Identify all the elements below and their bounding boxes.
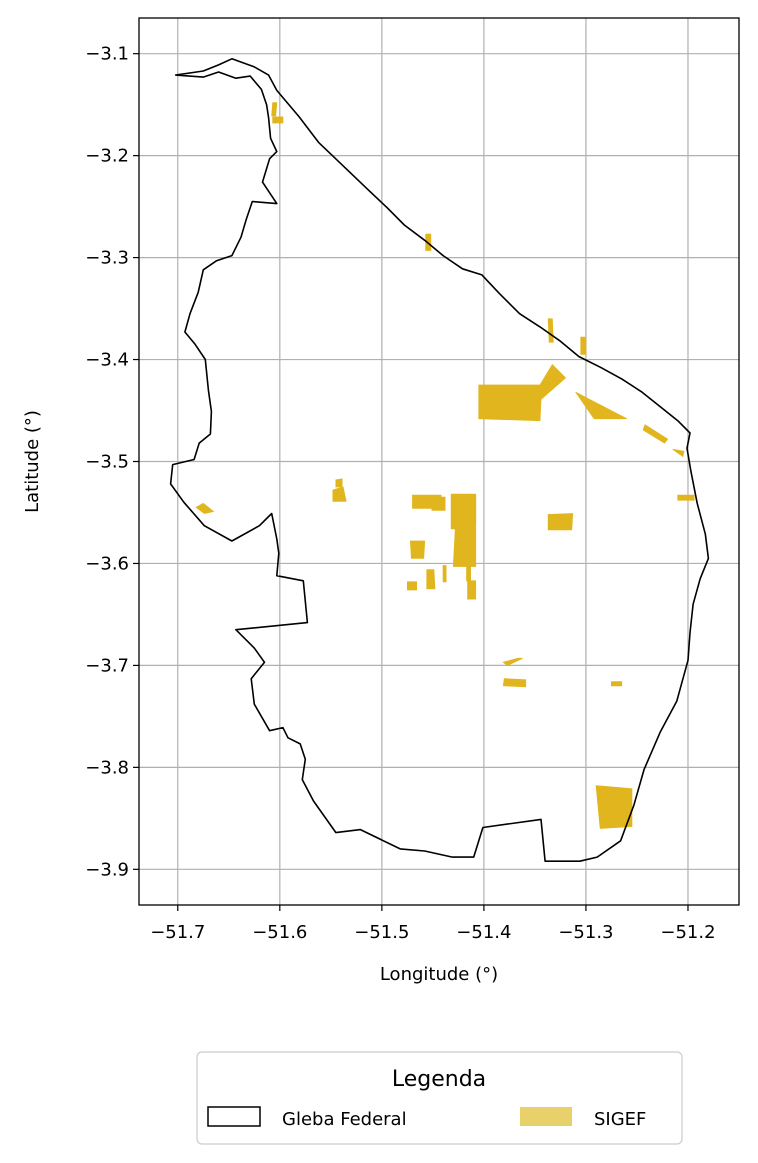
legend-title: Legenda xyxy=(392,1067,486,1092)
sigef-parcel xyxy=(547,318,554,343)
sigef-parcel xyxy=(335,478,343,488)
sigef-parcel xyxy=(595,785,633,829)
axis-ticks: −51.7 −51.6 −51.5 −51.4 −51.3 −51.2 −3.1 −3.2 −3… xyxy=(85,44,715,943)
y-axis-label: Latitude (°) xyxy=(22,410,43,513)
legend-swatch-sigef xyxy=(520,1107,572,1126)
sigef-parcels xyxy=(195,102,695,829)
gleba-federal-outline-layer xyxy=(169,57,710,863)
sigef-parcel xyxy=(502,678,527,688)
sigef-parcel xyxy=(406,581,418,591)
y-tick-label: −3.6 xyxy=(85,553,129,574)
y-tick-label: −3.5 xyxy=(85,452,129,473)
legend-frame xyxy=(196,1051,683,1145)
x-tick-label: −51.4 xyxy=(456,922,511,943)
sigef-parcel xyxy=(467,580,477,600)
x-tick-label: −51.5 xyxy=(354,922,409,943)
sigef-parcel xyxy=(431,496,446,511)
sigef-parcel xyxy=(195,502,215,514)
y-tick-label: −3.7 xyxy=(85,655,129,676)
y-tick-label: −3.1 xyxy=(85,44,129,65)
sigef-parcel xyxy=(426,569,436,590)
y-tick-label: −3.9 xyxy=(85,859,129,880)
grid-lines xyxy=(139,18,739,905)
y-tick-label: −3.4 xyxy=(85,350,129,371)
sigef-parcel xyxy=(332,486,347,502)
sigef-parcel xyxy=(271,102,278,117)
sigef-parcel xyxy=(478,363,567,422)
legend-label-gleba-federal: Gleba Federal xyxy=(282,1109,407,1130)
sigef-parcel xyxy=(442,565,447,583)
x-tick-label: −51.6 xyxy=(252,922,307,943)
sigef-parcel xyxy=(642,424,669,444)
sigef-parcel xyxy=(466,560,472,582)
y-tick-label: −3.3 xyxy=(85,248,129,269)
x-axis-label: Longitude (°) xyxy=(380,964,498,985)
sigef-parcel xyxy=(611,681,623,687)
x-tick-label: −51.2 xyxy=(660,922,715,943)
sigef-parcel xyxy=(575,391,627,420)
sigef-parcel xyxy=(502,657,523,666)
sigef-parcel xyxy=(580,336,587,355)
sigef-parcel xyxy=(468,497,477,524)
sigef-parcel xyxy=(409,540,426,559)
x-tick-label: −51.3 xyxy=(558,922,613,943)
legend-swatch-gleba-federal xyxy=(207,1106,261,1127)
legend-label-sigef: SIGEF xyxy=(594,1109,646,1130)
sigef-parcel xyxy=(272,116,284,124)
y-tick-label: −3.8 xyxy=(85,757,129,778)
legend: Legenda Gleba Federal SIGEF xyxy=(196,1051,683,1145)
sigef-parcel xyxy=(677,494,695,501)
gleba-federal-outline xyxy=(169,57,710,863)
y-tick-label: −3.2 xyxy=(85,146,129,167)
sigef-parcel xyxy=(547,513,574,531)
x-tick-label: −51.7 xyxy=(150,922,205,943)
sigef-parcel xyxy=(672,448,685,458)
